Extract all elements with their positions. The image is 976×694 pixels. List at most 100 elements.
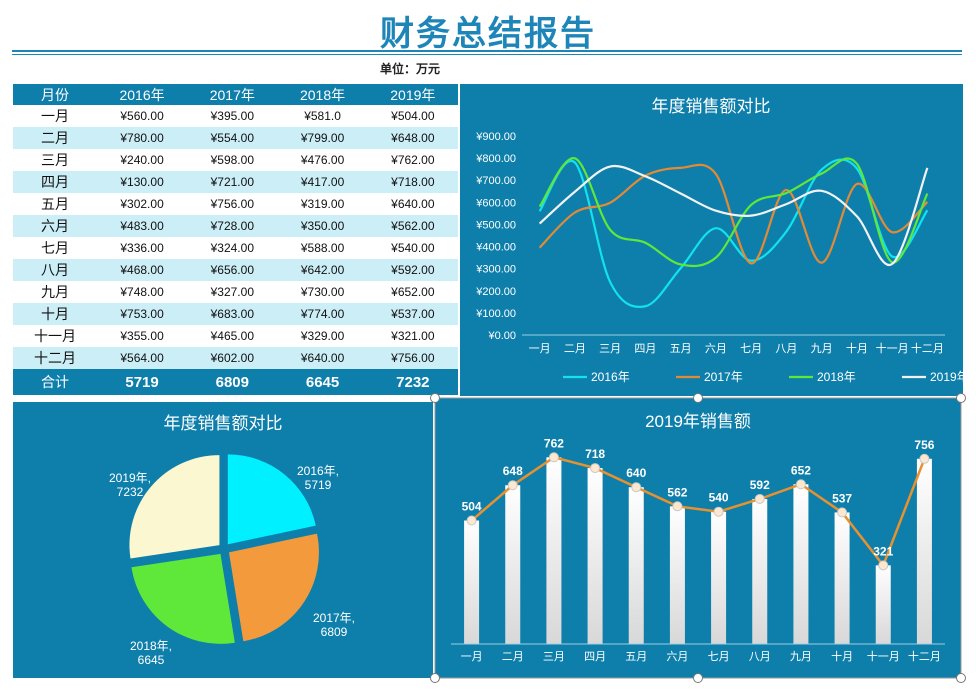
cell-value[interactable]: ¥756.00 (367, 347, 458, 369)
cell-value[interactable]: ¥728.00 (187, 215, 278, 237)
resize-handle[interactable] (956, 393, 966, 403)
cell-value[interactable]: ¥327.00 (187, 281, 278, 303)
sales-table: 月份 2016年 2017年 2018年 2019年 一月 ¥560.00 ¥395… (13, 84, 458, 395)
y-tick-label: ¥900.00 (475, 131, 516, 143)
cell-value[interactable]: ¥240.00 (96, 149, 188, 171)
cell-month[interactable]: 四月 (13, 171, 97, 193)
cell-value[interactable]: ¥395.00 (187, 105, 278, 127)
resize-handle[interactable] (693, 393, 703, 403)
cell-month[interactable]: 八月 (13, 259, 97, 281)
cell-month[interactable]: 五月 (13, 193, 97, 215)
bar-chart-panel[interactable]: 2019年销售额 504 648 762 718 640 562 540 592 652 537 3… (435, 398, 961, 678)
cell-value[interactable]: ¥774.00 (277, 303, 368, 325)
bar-data-label: 321 (873, 544, 893, 558)
bar-四月 (587, 468, 603, 644)
cell-value[interactable]: ¥721.00 (187, 171, 278, 193)
cell-value[interactable]: ¥640.00 (367, 193, 458, 215)
table-row: 八月 ¥468.00 ¥656.00 ¥642.00 ¥592.00 (13, 259, 458, 281)
total-value[interactable]: 6645 (277, 369, 368, 395)
cell-value[interactable]: ¥683.00 (187, 303, 278, 325)
total-value[interactable]: 7232 (367, 369, 458, 395)
cell-value[interactable]: ¥562.00 (367, 215, 458, 237)
x-tick-label: 八月 (775, 343, 797, 355)
cell-value[interactable]: ¥588.00 (277, 237, 368, 259)
pie-data-label: 2018年, 6645 (130, 639, 172, 667)
cell-value[interactable]: ¥417.00 (277, 171, 368, 193)
cell-month[interactable]: 二月 (13, 127, 97, 149)
cell-month[interactable]: 十月 (13, 303, 97, 325)
cell-month[interactable]: 一月 (13, 105, 97, 127)
cell-value[interactable]: ¥350.00 (277, 215, 368, 237)
cell-value[interactable]: ¥324.00 (187, 237, 278, 259)
pie-data-label: 2019年, 7232 (109, 471, 151, 499)
resize-handle[interactable] (956, 673, 966, 683)
cell-value[interactable]: ¥504.00 (367, 105, 458, 127)
cell-value[interactable]: ¥642.00 (277, 259, 368, 281)
x-tick-label: 十一月 (876, 341, 909, 355)
resize-handle[interactable] (693, 673, 703, 683)
cell-month[interactable]: 六月 (13, 215, 97, 237)
cell-value[interactable]: ¥581.0 (277, 105, 368, 127)
cell-value[interactable]: ¥652.00 (367, 281, 458, 303)
cell-value[interactable]: ¥465.00 (187, 325, 278, 347)
pie-chart-panel[interactable]: 年度销售额对比 2016年, 5719 2017年, 6809 2018年, 6645 20… (13, 402, 433, 678)
cell-value[interactable]: ¥540.00 (367, 237, 458, 259)
x-tick-label: 九月 (811, 342, 833, 355)
bar-七月 (711, 511, 727, 644)
total-value[interactable]: 6809 (187, 369, 278, 395)
x-tick-label: 九月 (790, 650, 812, 663)
cell-value[interactable]: ¥468.00 (96, 259, 188, 281)
cell-value[interactable]: ¥355.00 (96, 325, 188, 347)
bar-八月 (752, 498, 768, 644)
cell-value[interactable]: ¥564.00 (96, 347, 188, 369)
cell-value[interactable]: ¥756.00 (187, 193, 278, 215)
cell-value[interactable]: ¥592.00 (367, 259, 458, 281)
cell-value[interactable]: ¥336.00 (96, 237, 188, 259)
cell-value[interactable]: ¥302.00 (96, 193, 188, 215)
title-underline (12, 50, 962, 52)
bar-十二月 (916, 458, 932, 644)
cell-value[interactable]: ¥656.00 (187, 259, 278, 281)
cell-month[interactable]: 十一月 (13, 325, 97, 347)
cell-value[interactable]: ¥640.00 (277, 347, 368, 369)
cell-value[interactable]: ¥130.00 (96, 171, 188, 193)
cell-value[interactable]: ¥483.00 (96, 215, 188, 237)
chart-selection-frame[interactable] (426, 390, 976, 690)
cell-value[interactable]: ¥780.00 (96, 127, 188, 149)
trend-marker (507, 480, 518, 491)
cell-value[interactable]: ¥648.00 (367, 127, 458, 149)
bar-一月 (464, 520, 480, 644)
cell-value[interactable]: ¥476.00 (277, 149, 368, 171)
cell-value[interactable]: ¥753.00 (96, 303, 188, 325)
line-chart-panel[interactable]: 年度销售额对比 ¥0.00 ¥100.00 ¥200.00 ¥300.00 ¥400.0… (460, 84, 969, 396)
total-label[interactable]: 合计 (13, 369, 97, 395)
cell-value[interactable]: ¥762.00 (367, 149, 458, 171)
cell-month[interactable]: 九月 (13, 281, 97, 303)
cell-value[interactable]: ¥321.00 (367, 325, 458, 347)
cell-value[interactable]: ¥799.00 (277, 127, 368, 149)
cell-value[interactable]: ¥329.00 (277, 325, 368, 347)
cell-month[interactable]: 三月 (13, 149, 97, 171)
cell-value[interactable]: ¥537.00 (367, 303, 458, 325)
cell-value[interactable]: ¥718.00 (367, 171, 458, 193)
total-value[interactable]: 5719 (96, 369, 188, 395)
cell-value[interactable]: ¥319.00 (277, 193, 368, 215)
pie-slice-2016年 (227, 454, 316, 545)
cell-value[interactable]: ¥748.00 (96, 281, 188, 303)
resize-handle[interactable] (430, 673, 440, 683)
title-underline-thin (12, 54, 962, 55)
x-tick-label: 四月 (584, 651, 606, 663)
resize-handle[interactable] (430, 393, 440, 403)
bar-data-label: 562 (667, 485, 687, 499)
cell-value[interactable]: ¥602.00 (187, 347, 278, 369)
cell-value[interactable]: ¥560.00 (96, 105, 188, 127)
trend-line (470, 455, 926, 568)
table-row: 一月 ¥560.00 ¥395.00 ¥581.0 ¥504.00 (13, 105, 458, 127)
cell-value[interactable]: ¥554.00 (187, 127, 278, 149)
cell-value[interactable]: ¥598.00 (187, 149, 278, 171)
y-tick-label: ¥100.00 (475, 308, 516, 320)
cell-month[interactable]: 十二月 (13, 347, 97, 369)
cell-month[interactable]: 七月 (13, 237, 97, 259)
trend-marker (919, 453, 930, 464)
cell-value[interactable]: ¥730.00 (277, 281, 368, 303)
